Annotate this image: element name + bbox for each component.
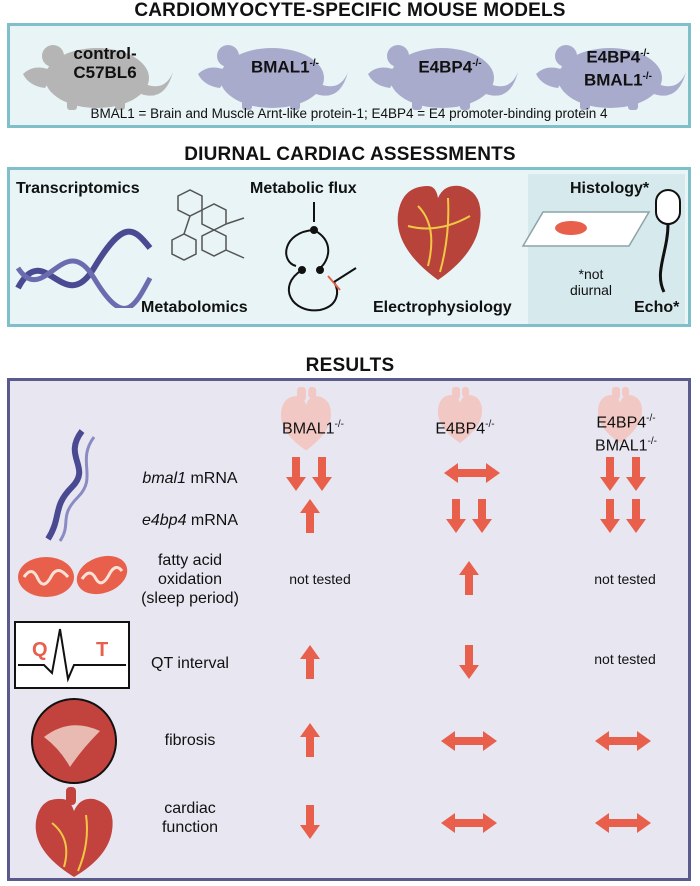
electrophysiology-label: Electrophysiology [373,299,512,316]
histology-label: Histology* [570,180,650,197]
arrow-down-icon [459,645,479,679]
arrow-down-icon [312,457,332,491]
not-tested-text: not tested [594,571,656,587]
row-fibrosis: fibrosis [164,732,216,749]
row-cardiac-function: cardiac function [161,800,219,836]
metabolomics-label: Metabolomics [141,299,248,316]
model-bmal1-label: BMAL1-/- [250,57,319,77]
arrow-down-icon [626,499,646,533]
metabolic-flux-label: Metabolic flux [250,180,357,197]
metabolic-flux-diagram [285,202,357,312]
dna-helix-icon [15,228,153,308]
arrow-no-change-icon [595,731,651,751]
abbreviation-footnote: BMAL1 = Brain and Muscle Arnt-like prote… [90,106,608,121]
arrow-up-icon [459,561,479,595]
assessments-title: DIURNAL CARDIAC ASSESSMENTS [184,144,516,165]
arrow-up-icon [300,645,320,679]
row-qt-interval: QT interval [151,655,229,672]
mitochondria-icon [18,555,128,597]
ecg-t-label: T [96,639,109,661]
arrow-no-change-icon [441,731,497,751]
arrow-up-icon [300,723,320,757]
arrow-no-change-icon [444,463,500,483]
model-e4bp4-label: E4BP4-/- [418,57,482,77]
arrow-no-change-icon [441,813,497,833]
arrow-up-icon [300,499,320,533]
results-title: RESULTS [305,355,395,376]
ecg-q-label: Q [32,639,48,661]
heart-anatomy-icon [35,787,113,877]
dna-helix-icon [45,429,96,542]
arrow-down-icon [446,499,466,533]
column-bmal1-ko: BMAL1-/- [282,419,344,438]
echo-label: Echo* [634,299,680,316]
fibrosis-tissue-icon [31,698,117,784]
ecg-qt-icon [14,621,130,689]
not-tested-text: not tested [289,571,351,587]
arrow-no-change-icon [595,813,651,833]
row-bmal1-mrna: bmal1 mRNA [142,470,238,487]
model-double-ko-label: E4BP4-/- BMAL1-/- [583,47,652,90]
transcriptomics-label: Transcriptomics [16,180,140,197]
arrow-down-icon [626,457,646,491]
not-diurnal-note: *not diurnal [569,266,613,298]
row-fatty-acid-oxidation: fatty acid oxidation (sleep period) [141,552,239,607]
arrow-down-icon [600,457,620,491]
assessments-panel: Transcriptomics Metabolomics Metabolic f… [7,167,691,327]
histology-slide-icon [521,211,651,247]
mouse-models-panel: control- C57BL6 BMAL1-/- E4BP4-/- E4BP4-/… [7,23,691,128]
models-title: CARDIOMYOCYTE-SPECIFIC MOUSE MODELS [134,0,566,21]
heart-electrophysiology-icon [397,185,481,280]
not-tested-text: not tested [594,651,656,667]
column-e4bp4-ko: E4BP4-/- [435,419,495,438]
results-panel: BMAL1-/- E4BP4-/- E4BP4-/- BMAL1-/- Q T … [7,378,691,881]
row-e4bp4-mrna: e4bp4 mRNA [141,512,239,529]
metabolite-molecule-icon [171,189,245,261]
arrow-down-icon [600,499,620,533]
arrow-down-icon [286,457,306,491]
echo-probe-icon [655,189,681,293]
column-double-ko: E4BP4-/- BMAL1-/- [595,413,657,455]
model-control-label: control- C57BL6 [73,44,137,82]
arrow-down-icon [300,805,320,839]
arrow-down-icon [472,499,492,533]
